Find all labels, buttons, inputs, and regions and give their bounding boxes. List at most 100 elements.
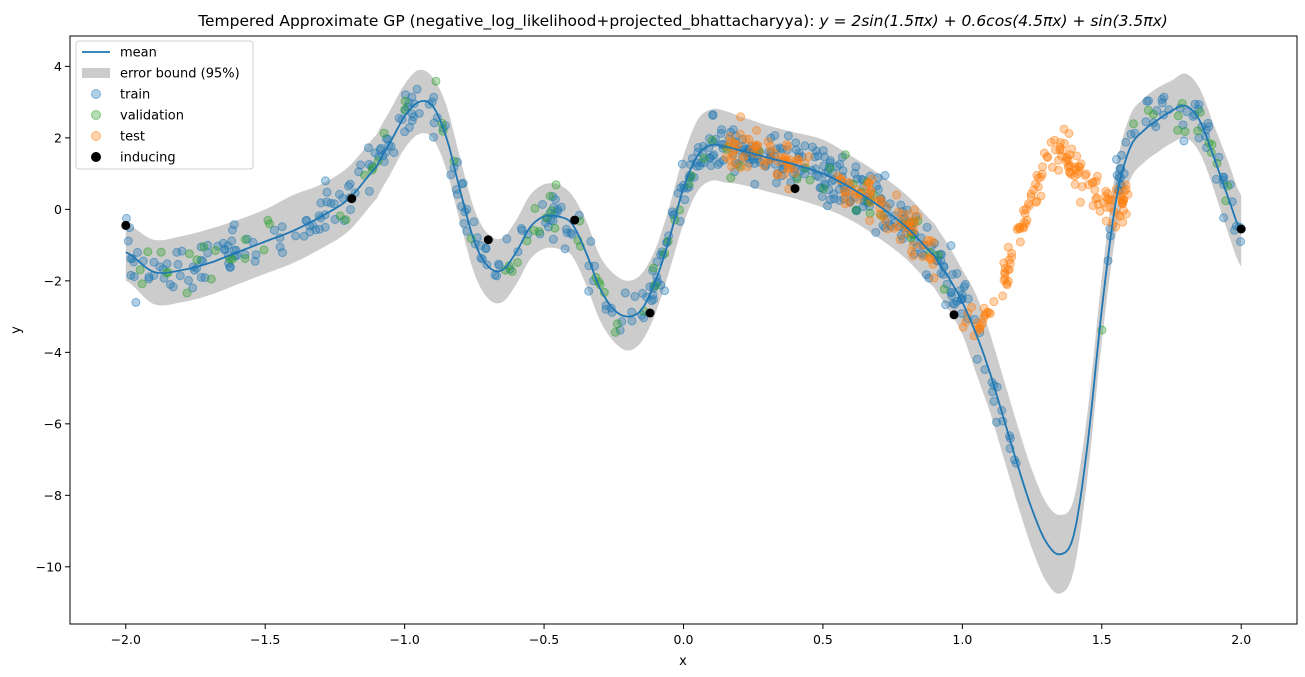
validation-point xyxy=(199,242,209,252)
inducing-point xyxy=(790,184,800,194)
x-tick-label: −1.5 xyxy=(250,632,280,647)
y-tick-label: −6 xyxy=(44,416,62,431)
train-point xyxy=(543,222,553,232)
train-point xyxy=(218,238,228,248)
legend-marker-swatch xyxy=(91,110,101,120)
test-point xyxy=(1033,182,1043,192)
train-point xyxy=(617,317,627,327)
inducing-point xyxy=(121,220,131,230)
legend-marker-swatch xyxy=(91,152,101,162)
train-point xyxy=(469,217,479,227)
test-point xyxy=(772,170,782,180)
train-point xyxy=(922,222,932,232)
test-point xyxy=(895,235,905,245)
test-point xyxy=(904,210,914,220)
test-point xyxy=(1055,138,1065,147)
validation-point xyxy=(551,180,561,190)
test-point xyxy=(1037,169,1047,179)
test-point xyxy=(1090,185,1100,195)
test-point xyxy=(782,140,792,150)
validation-point xyxy=(699,154,709,163)
test-point xyxy=(928,259,938,269)
x-tick-label: −0.5 xyxy=(529,632,559,647)
train-point xyxy=(375,145,385,155)
x-tick-label: 0.0 xyxy=(674,632,694,647)
train-point xyxy=(638,288,648,298)
test-point xyxy=(909,220,919,230)
train-point xyxy=(335,189,344,199)
train-point xyxy=(155,262,165,272)
train-point xyxy=(196,242,206,252)
train-point xyxy=(538,200,548,209)
validation-point xyxy=(529,226,539,235)
train-point xyxy=(750,179,760,189)
validation-point xyxy=(135,265,145,275)
chart-title-prefix: Tempered Approximate GP (negative_log_li… xyxy=(197,12,819,31)
train-point xyxy=(129,272,139,282)
validation-point xyxy=(182,288,192,298)
train-point xyxy=(321,176,330,186)
mean-line xyxy=(125,99,1242,556)
validation-point xyxy=(550,223,560,233)
train-point xyxy=(989,396,999,406)
train-point xyxy=(1121,137,1131,147)
test-point xyxy=(1080,171,1090,180)
train-point xyxy=(177,246,187,256)
validation-point xyxy=(1173,111,1183,121)
legend-marker-swatch xyxy=(91,131,101,141)
test-point xyxy=(1000,267,1010,277)
train-point xyxy=(407,92,417,102)
inducing-point xyxy=(570,215,580,225)
train-point xyxy=(584,286,594,296)
train-point xyxy=(548,234,558,244)
test-point xyxy=(961,317,971,327)
train-point xyxy=(586,236,596,246)
train-point xyxy=(345,179,355,189)
chart-title: Tempered Approximate GP (negative_log_li… xyxy=(197,12,1168,31)
train-point xyxy=(1151,122,1161,132)
test-point xyxy=(908,227,918,236)
test-point xyxy=(1072,151,1082,161)
y-axis: 4 2 0 −2 −4 −6 −8 −10 xyxy=(36,59,70,574)
train-point xyxy=(429,92,439,102)
test-point xyxy=(865,216,875,226)
train-point xyxy=(1219,213,1229,223)
train-point xyxy=(680,195,690,205)
y-tick-label: −10 xyxy=(36,559,62,574)
test-point xyxy=(1070,162,1080,172)
test-point xyxy=(1038,162,1048,172)
train-point xyxy=(502,234,512,244)
test-point xyxy=(878,212,888,222)
test-point xyxy=(892,190,901,200)
train-point xyxy=(811,146,821,156)
train-point xyxy=(675,216,685,226)
train-point xyxy=(972,354,982,364)
x-axis-label: x xyxy=(679,654,687,669)
test-point xyxy=(1015,237,1025,247)
validation-point xyxy=(431,76,441,86)
train-point xyxy=(364,186,374,196)
validation-point xyxy=(851,205,861,215)
train-point xyxy=(829,189,839,199)
validation-point xyxy=(1173,125,1183,135)
test-point xyxy=(1013,223,1023,232)
test-point xyxy=(1054,155,1063,165)
x-tick-label: 1.5 xyxy=(1092,632,1112,647)
inducing-point xyxy=(949,310,959,320)
test-point xyxy=(725,137,735,147)
inducing-point xyxy=(347,194,357,204)
validation-point xyxy=(259,245,269,255)
validation-point xyxy=(610,327,620,337)
inducing-points xyxy=(121,184,1246,320)
test-point xyxy=(889,223,899,233)
train-point xyxy=(709,150,719,160)
test-point xyxy=(967,302,977,312)
train-point xyxy=(492,271,502,281)
y-tick-label: 0 xyxy=(54,202,62,217)
y-tick-label: −2 xyxy=(44,273,62,288)
test-point xyxy=(1021,204,1031,214)
train-point xyxy=(706,161,716,171)
train-point xyxy=(941,300,951,310)
chart-title-formula: y = 2sin(1.5πx) + 0.6cos(4.5πx) + sin(3.… xyxy=(818,12,1167,30)
train-point xyxy=(123,236,133,246)
